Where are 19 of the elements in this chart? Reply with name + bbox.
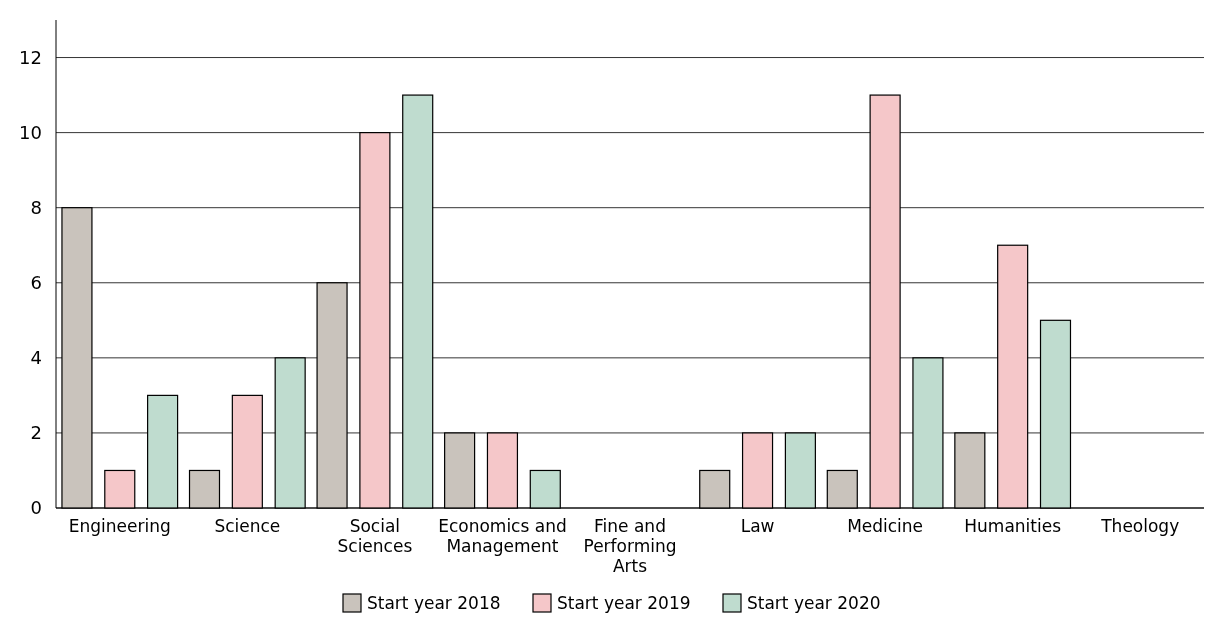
legend-label: Start year 2019 (557, 592, 691, 613)
legend-label: Start year 2020 (747, 592, 881, 613)
y-tick-label: 2 (30, 422, 42, 444)
x-tick-label: Social Sciences (337, 516, 413, 556)
x-tick-label: Humanities (964, 516, 1062, 536)
legend-label: Start year 2018 (367, 592, 501, 613)
x-tick-label: Engineering (68, 516, 171, 536)
y-tick-label: 12 (19, 46, 42, 68)
x-tick-label: Medicine (847, 516, 924, 536)
x-tick-label: Science (214, 516, 281, 536)
y-tick-label: 8 (30, 196, 42, 218)
x-tick-label: Theology (1100, 516, 1180, 536)
y-tick-label: 6 (30, 272, 42, 294)
y-tick-label: 4 (30, 347, 42, 369)
x-tick-label: Law (740, 516, 775, 536)
x-tick-label: Fine and Performing Arts (583, 516, 677, 576)
y-tick-label: 10 (19, 121, 42, 143)
x-tick-label: Economics and Management (438, 516, 567, 556)
y-tick-label: 0 (30, 497, 42, 519)
